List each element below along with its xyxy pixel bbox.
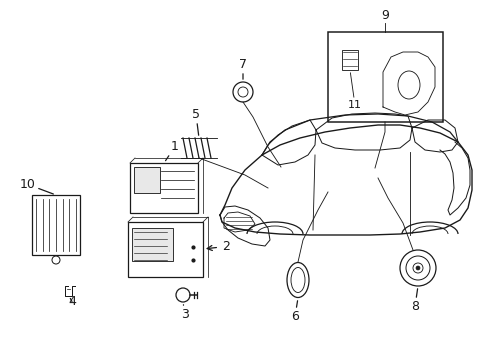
Bar xyxy=(134,167,160,193)
Bar xyxy=(327,32,442,122)
Text: 5: 5 xyxy=(192,108,200,135)
Bar xyxy=(130,163,198,213)
Text: 1: 1 xyxy=(165,140,179,161)
Bar xyxy=(128,222,203,277)
Circle shape xyxy=(415,266,419,270)
Bar xyxy=(132,228,173,261)
Text: 11: 11 xyxy=(347,73,361,110)
Bar xyxy=(32,195,80,255)
Text: 6: 6 xyxy=(290,301,298,323)
Bar xyxy=(341,50,357,70)
Text: 7: 7 xyxy=(239,58,246,79)
Text: 3: 3 xyxy=(181,305,188,321)
Text: 2: 2 xyxy=(207,240,229,253)
Text: 10: 10 xyxy=(20,178,53,194)
Text: 8: 8 xyxy=(410,289,418,313)
Text: 4: 4 xyxy=(68,295,76,308)
Text: 9: 9 xyxy=(380,9,388,22)
